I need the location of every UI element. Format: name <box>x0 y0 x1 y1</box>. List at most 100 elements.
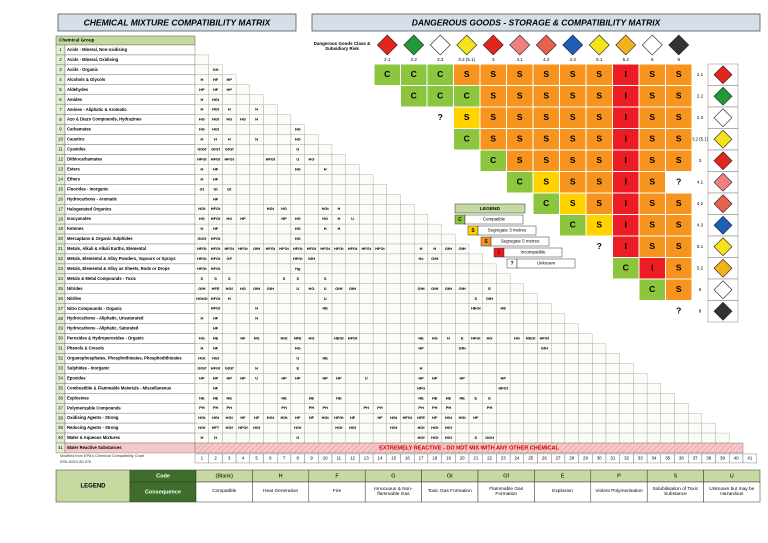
matrix-cell <box>468 313 483 324</box>
cell-code: HE <box>336 395 342 400</box>
group-name: Amides <box>67 97 83 102</box>
column-number: 28 <box>569 456 574 461</box>
matrix-cell <box>496 363 511 374</box>
matrix-cell <box>605 422 620 434</box>
cell-code: HGt <box>212 355 220 360</box>
class-icon <box>713 280 733 300</box>
cell-code: HGt <box>226 415 234 420</box>
group-number: 10 <box>58 137 63 142</box>
dg-code: S <box>596 177 602 187</box>
cell-code: HP <box>432 375 438 380</box>
cell-code: HE <box>501 306 507 311</box>
cell-code: S <box>475 296 478 301</box>
cell-code: HFGt <box>211 206 221 211</box>
column-number: 4 <box>242 456 245 461</box>
matrix-cell <box>318 343 333 354</box>
matrix-cell <box>318 323 333 334</box>
matrix-cell <box>318 184 333 195</box>
matrix-cell <box>359 412 374 424</box>
cell-code: GtGf <box>225 147 234 152</box>
matrix-cell <box>331 263 346 274</box>
cell-code: HGt <box>322 415 330 420</box>
cell-code: HGf <box>349 425 357 430</box>
matrix-cell <box>386 432 401 444</box>
cell-code: H <box>433 246 436 251</box>
matrix-cell <box>386 373 401 384</box>
cell-code: HGf <box>253 425 261 430</box>
dg-code: C <box>570 220 576 230</box>
cell-code: HG <box>309 336 315 341</box>
matrix-cell <box>249 154 264 165</box>
dg-code: S <box>676 155 682 165</box>
cell-code: GfH <box>459 246 466 251</box>
cell-code: H <box>200 346 203 351</box>
group-number: 41 <box>58 445 63 450</box>
matrix-cell <box>359 303 374 314</box>
matrix-cell <box>400 263 415 274</box>
cell-code: HP <box>213 375 219 380</box>
matrix-cell <box>455 432 470 444</box>
dg-code: S <box>570 134 576 144</box>
cell-code: HG <box>432 336 438 341</box>
matrix-cell <box>249 194 264 205</box>
matrix-cell <box>263 263 278 274</box>
dg-code: I <box>625 198 627 208</box>
group-number: 16 <box>58 196 63 201</box>
group-name: Mercaptans & Organic Sulphides <box>67 236 133 241</box>
group-name-cell <box>64 174 196 185</box>
matrix-cell <box>660 403 675 414</box>
cell-code: GfH <box>459 346 466 351</box>
cell-code: H <box>200 137 203 142</box>
matrix-cell <box>345 353 360 364</box>
matrix-cell <box>441 303 456 314</box>
matrix-cell <box>414 323 429 334</box>
matrix-cell <box>318 263 333 274</box>
matrix-cell <box>414 303 429 314</box>
matrix-cell <box>537 403 552 414</box>
matrix-cell <box>701 422 716 434</box>
column-number: 1 <box>201 456 204 461</box>
matrix-cell <box>290 403 305 414</box>
cell-code: GtGf <box>485 435 494 440</box>
group-name: Isocyanates <box>67 216 92 221</box>
consequence: Toxic Gas Formation <box>427 489 472 495</box>
column-number: 37 <box>693 456 698 461</box>
matrix-cell <box>263 213 278 225</box>
class-label: 3.2 (5.1) <box>458 57 475 62</box>
cell-code: HE <box>322 306 328 311</box>
dg-legend-text: Segregate 3 metres <box>488 228 527 233</box>
matrix-cell <box>345 174 360 185</box>
dg-code: C <box>437 91 443 101</box>
matrix-cell <box>235 124 250 135</box>
matrix-cell <box>646 422 661 434</box>
cell-code: HF <box>213 316 219 321</box>
cell-code: HFE <box>212 286 220 291</box>
matrix-cell <box>222 194 237 205</box>
group-number: 17 <box>58 206 63 211</box>
cell-code: HP <box>240 375 246 380</box>
cell-code: HF <box>213 346 219 351</box>
matrix-cell <box>318 253 333 265</box>
group-name: Acids - Organic <box>67 67 99 72</box>
cell-code: HFGt <box>211 296 221 301</box>
matrix-cell <box>222 343 237 354</box>
group-number: 23 <box>58 266 63 271</box>
matrix-cell <box>222 383 237 394</box>
matrix-cell <box>290 313 305 324</box>
row-class-label: 2.3 <box>697 115 704 120</box>
matrix-cell <box>318 144 333 155</box>
matrix-cell <box>537 323 552 334</box>
consequence-cell <box>703 481 761 503</box>
matrix-cell <box>386 253 401 265</box>
dg-code: S <box>649 134 655 144</box>
matrix-cell <box>400 243 415 255</box>
class-label: 4.3 <box>570 57 577 62</box>
cell-code: S <box>296 276 299 281</box>
cell-code: HFGt <box>498 385 508 390</box>
matrix-cell <box>496 393 511 404</box>
group-number: 13 <box>58 167 63 172</box>
matrix-cell <box>345 233 360 245</box>
group-name: Alcohols & Glycols <box>67 77 106 82</box>
cell-code: H <box>200 176 203 181</box>
dg-code: S <box>570 69 576 79</box>
